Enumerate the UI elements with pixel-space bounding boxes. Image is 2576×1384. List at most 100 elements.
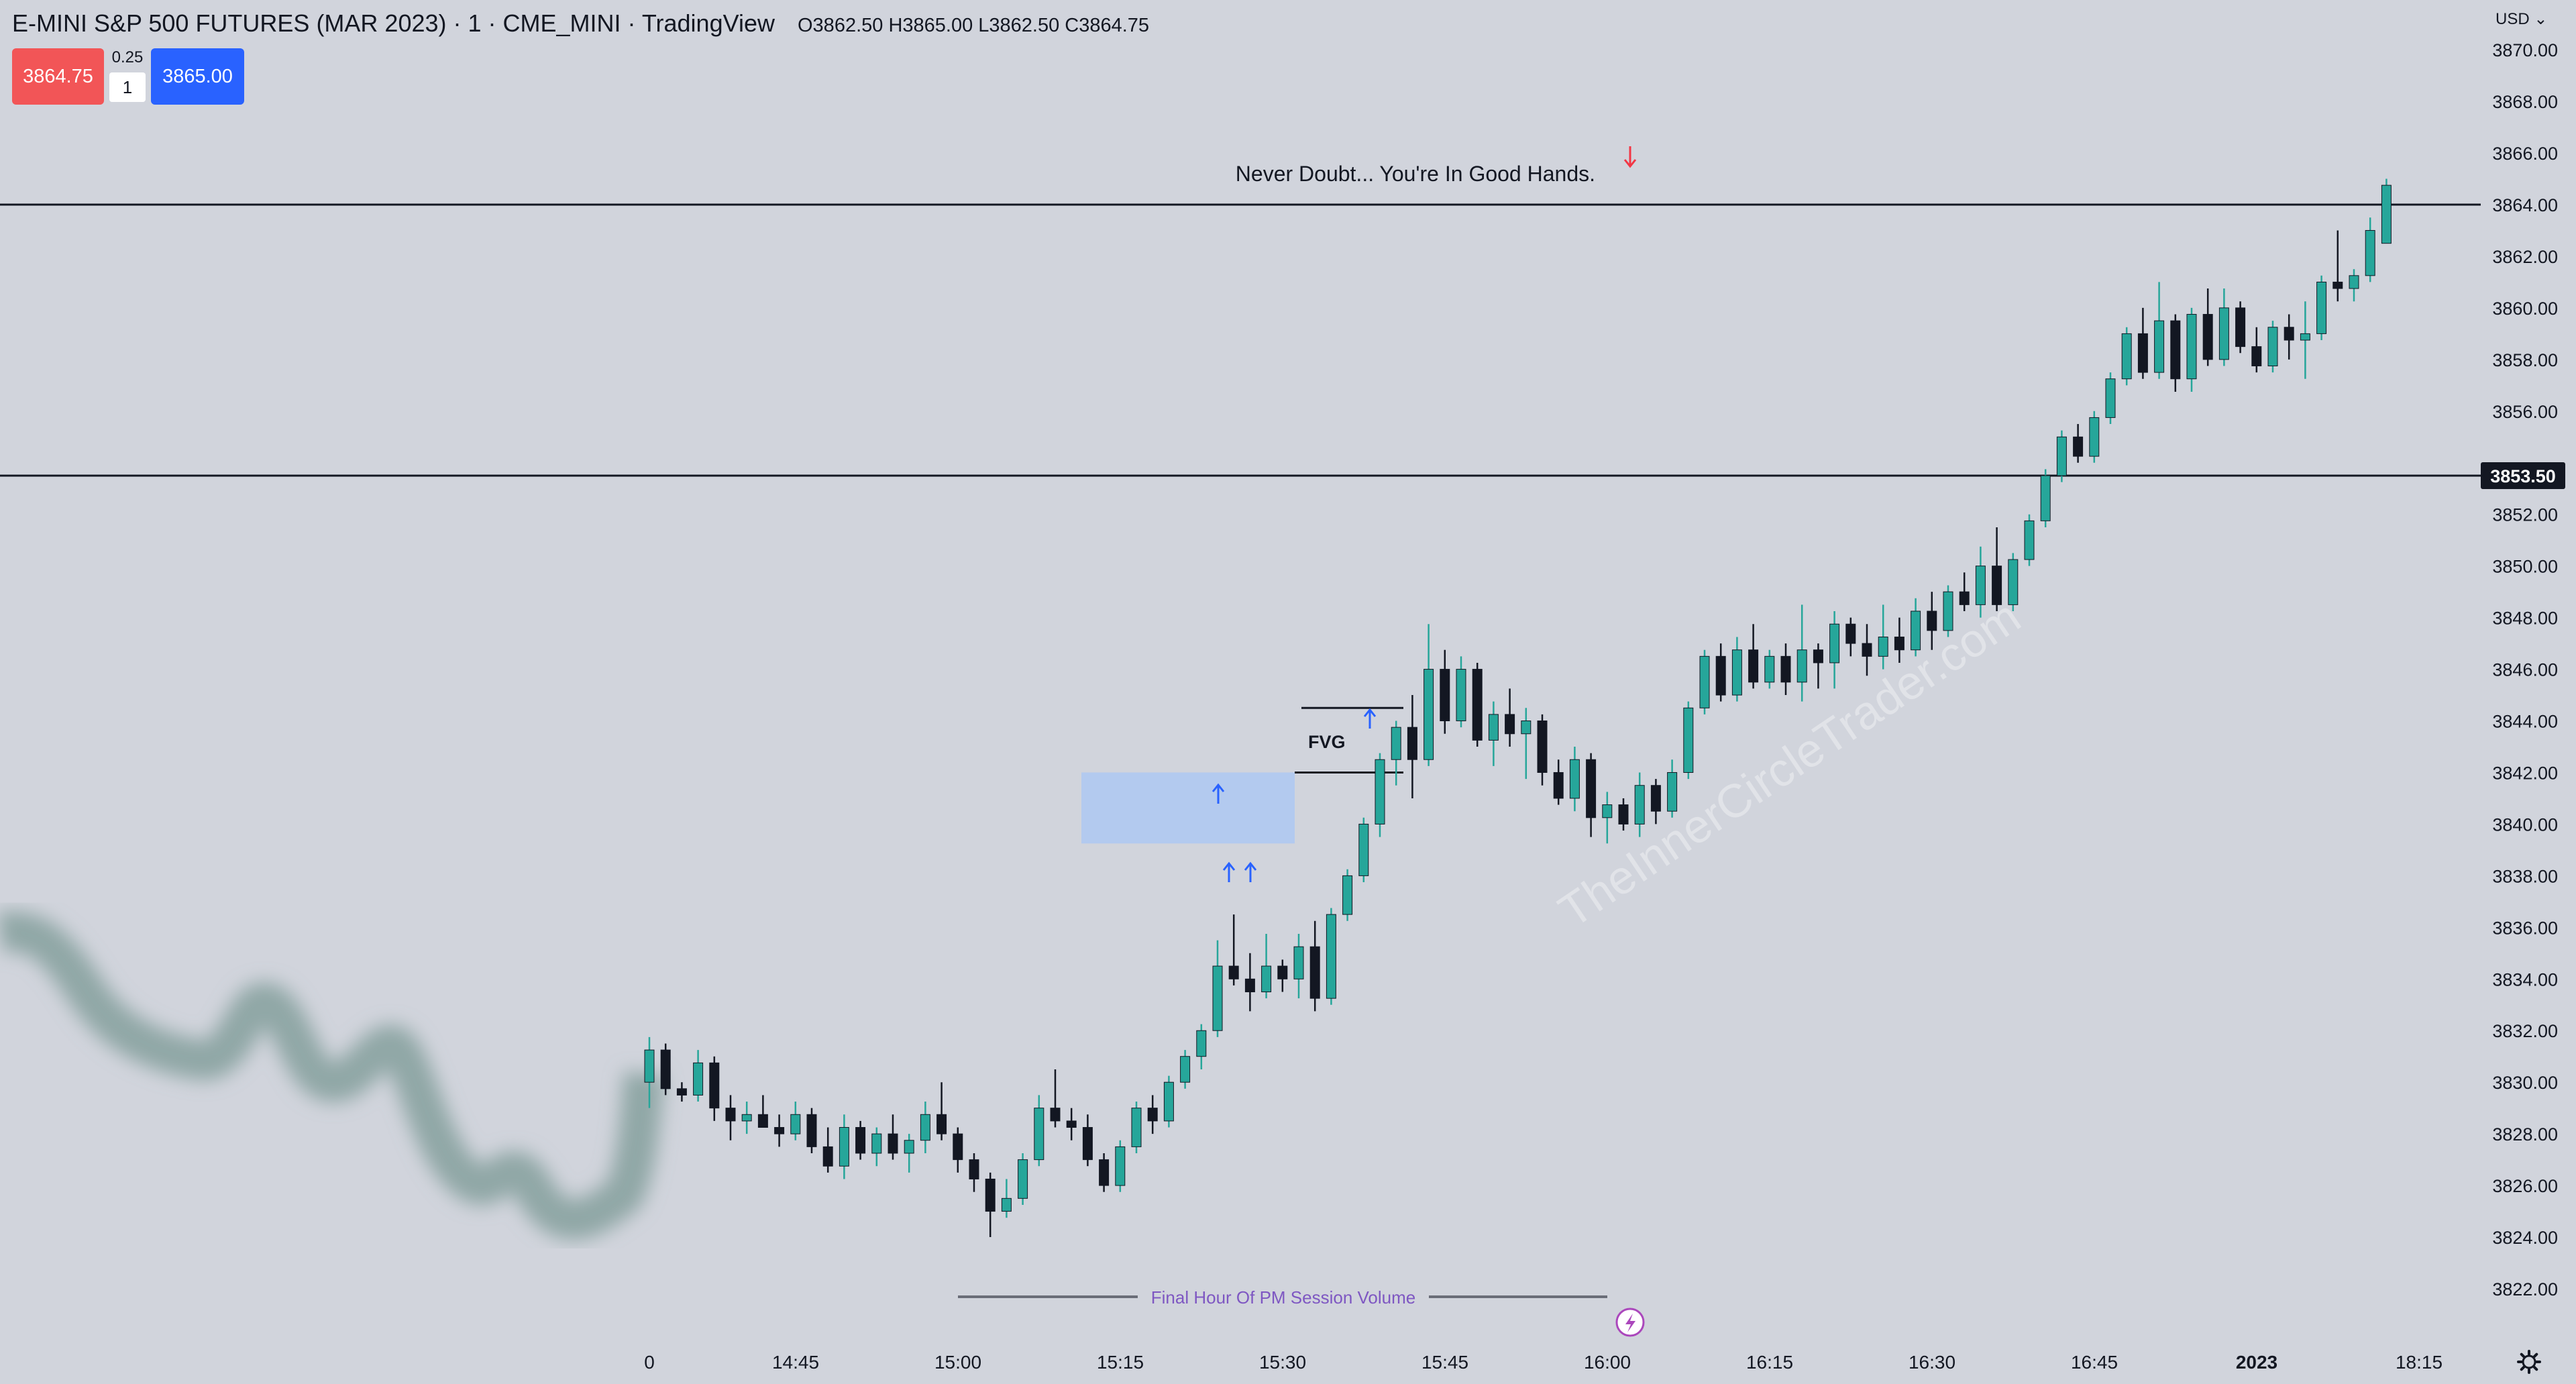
candle-1608 xyxy=(2089,411,2100,463)
candle-body xyxy=(1667,771,1678,812)
blurred-history-line xyxy=(0,911,664,1240)
candle-1507 xyxy=(1099,1153,1110,1192)
currency-selector[interactable]: USD ⌄ xyxy=(2496,9,2547,29)
candle-1506 xyxy=(1082,1114,1093,1167)
candle-body xyxy=(1163,1081,1174,1122)
candle-1502 xyxy=(1018,1153,1028,1205)
candle-1537 xyxy=(1586,753,1597,837)
time-tick-label: 15:00 xyxy=(934,1352,981,1373)
lightning-icon[interactable] xyxy=(1615,1308,1645,1337)
candle-body xyxy=(2284,327,2294,341)
watermark-text: TheInnerCircleTrader.com xyxy=(1550,590,2030,938)
candle-body xyxy=(1731,649,1742,696)
candle-1500 xyxy=(985,1172,996,1238)
candle-1440 xyxy=(660,1043,671,1096)
price-tick-label: 3828.00 xyxy=(2492,1124,2558,1145)
candle-1620 xyxy=(2284,314,2294,360)
candle-body xyxy=(1228,965,1239,979)
candle-body xyxy=(1018,1159,1028,1199)
candle-1610 xyxy=(2121,327,2132,386)
up-arrow-icon xyxy=(1212,783,1225,804)
candle-body xyxy=(1862,643,1872,657)
candle-1533 xyxy=(1521,708,1532,780)
up-arrow-head xyxy=(1244,861,1257,871)
candle-body xyxy=(2332,281,2343,289)
candle-1504 xyxy=(1050,1069,1061,1128)
candle-1520 xyxy=(1309,920,1320,1012)
candle-body xyxy=(1131,1108,1142,1147)
candle-body xyxy=(676,1088,687,1096)
candle-1538 xyxy=(1602,792,1613,844)
price-tick-label: 3822.00 xyxy=(2492,1279,2558,1299)
candle-1606 xyxy=(2056,430,2067,482)
candle-body xyxy=(1505,714,1515,735)
candle-1525 xyxy=(1391,721,1401,786)
price-tick-label: 3856.00 xyxy=(2492,402,2558,422)
candle-body xyxy=(2008,559,2019,605)
candle-1532 xyxy=(1505,688,1515,747)
candle-1600 xyxy=(1959,572,1970,611)
candle-body xyxy=(822,1146,833,1167)
time-tick-label: 18:15 xyxy=(2396,1352,2443,1373)
price-axis[interactable]: 3870.00 3868.00 3866.00 3864.00 3862.00 3860.… xyxy=(2481,40,2565,1299)
candle-1448 xyxy=(790,1102,801,1140)
candle-body xyxy=(1683,707,1694,773)
gear-icon[interactable] xyxy=(2516,1348,2542,1375)
candle-1549 xyxy=(1780,643,1791,696)
candle-1558 xyxy=(1927,592,1937,650)
candle-body xyxy=(2137,333,2148,373)
current-price-tag xyxy=(2481,462,2565,489)
candle-1554 xyxy=(1862,624,1872,676)
candle-1604 xyxy=(2024,514,2035,566)
time-axis[interactable]: 0 14:45 15:00 15:15 15:30 15:45 16:00 16:15 16:3… xyxy=(644,1352,2443,1373)
time-tick-label: 16:00 xyxy=(1584,1352,1631,1373)
candle-body xyxy=(904,1140,914,1154)
time-tick-label: 16:30 xyxy=(1909,1352,1955,1373)
candle-1446 xyxy=(757,1095,768,1128)
candle-1556 xyxy=(1894,617,1904,663)
candle-1621 xyxy=(2300,301,2310,379)
candle-1519 xyxy=(1293,933,1304,999)
candle-body xyxy=(2105,378,2116,418)
candle-1516 xyxy=(1244,953,1255,1012)
candle-body xyxy=(2316,281,2327,334)
candle-1508 xyxy=(1115,1140,1126,1192)
up-arrow-head xyxy=(1363,708,1377,717)
quantity-field[interactable]: 1 xyxy=(109,72,146,102)
candle-body xyxy=(1975,566,1986,605)
time-tick-label: 16:15 xyxy=(1746,1352,1793,1373)
candle-body xyxy=(1911,610,1921,651)
candle-1518 xyxy=(1277,959,1288,992)
horizontal-lines xyxy=(0,203,2481,477)
candle-body xyxy=(1602,804,1613,818)
candle-1544 xyxy=(1699,649,1710,714)
candle-1451 xyxy=(839,1114,849,1179)
candle-body xyxy=(1553,771,1564,799)
candle-1521 xyxy=(1326,908,1336,1005)
candle-1626 xyxy=(2381,178,2392,244)
price-tick-label: 3842.00 xyxy=(2492,763,2558,783)
candle-body xyxy=(757,1114,768,1128)
lightning-icon-bolt xyxy=(1625,1314,1635,1332)
candle-1522 xyxy=(1342,869,1353,921)
candle-1609 xyxy=(2105,372,2116,425)
candle-body xyxy=(920,1114,930,1141)
candle-1624 xyxy=(2349,269,2359,302)
price-tick-label: 3848.00 xyxy=(2492,608,2558,629)
candle-1514 xyxy=(1212,940,1223,1037)
price-tick-label: 3852.00 xyxy=(2492,505,2558,525)
candle-body xyxy=(1764,655,1775,683)
sell-button[interactable]: 3864.75 xyxy=(12,48,104,105)
candle-body xyxy=(871,1133,882,1154)
candle-1455 xyxy=(904,1134,914,1173)
buy-button[interactable]: 3865.00 xyxy=(151,48,244,105)
price-tick-label: 3862.00 xyxy=(2492,247,2558,267)
candle-body xyxy=(1748,649,1759,683)
candle-1450 xyxy=(822,1127,833,1173)
time-tick-label: 2023 xyxy=(2236,1352,2277,1373)
candle-body xyxy=(1780,655,1791,683)
candle-1449 xyxy=(806,1108,817,1153)
candle-1614 xyxy=(2186,307,2197,392)
